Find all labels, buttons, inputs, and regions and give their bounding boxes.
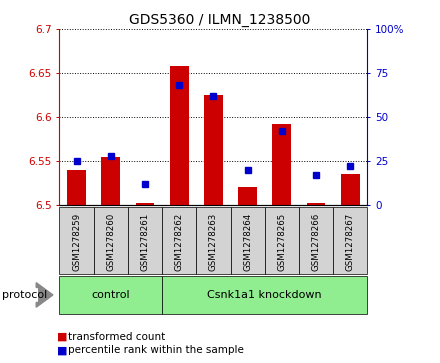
Bar xyxy=(136,203,154,205)
Text: ■: ■ xyxy=(57,332,68,342)
Text: GSM1278267: GSM1278267 xyxy=(346,213,355,271)
Text: GSM1278266: GSM1278266 xyxy=(312,213,321,271)
Bar xyxy=(67,170,86,205)
Text: protocol: protocol xyxy=(2,290,48,300)
Text: GSM1278261: GSM1278261 xyxy=(140,213,150,271)
Text: GSM1278264: GSM1278264 xyxy=(243,213,252,271)
Text: ■: ■ xyxy=(57,345,68,355)
Bar xyxy=(307,203,326,205)
Text: GSM1278265: GSM1278265 xyxy=(277,213,286,271)
Text: percentile rank within the sample: percentile rank within the sample xyxy=(68,345,244,355)
Text: control: control xyxy=(92,290,130,300)
Text: Csnk1a1 knockdown: Csnk1a1 knockdown xyxy=(207,290,322,300)
Text: GSM1278263: GSM1278263 xyxy=(209,213,218,271)
Text: GDS5360 / ILMN_1238500: GDS5360 / ILMN_1238500 xyxy=(129,13,311,27)
Bar xyxy=(238,188,257,205)
Bar xyxy=(204,95,223,205)
Bar xyxy=(341,174,360,205)
FancyArrow shape xyxy=(36,283,53,307)
Bar xyxy=(170,66,189,205)
Bar xyxy=(101,157,120,205)
Text: transformed count: transformed count xyxy=(68,332,165,342)
Text: GSM1278259: GSM1278259 xyxy=(72,213,81,271)
Text: GSM1278262: GSM1278262 xyxy=(175,213,183,271)
Text: GSM1278260: GSM1278260 xyxy=(106,213,115,271)
Bar xyxy=(272,124,291,205)
